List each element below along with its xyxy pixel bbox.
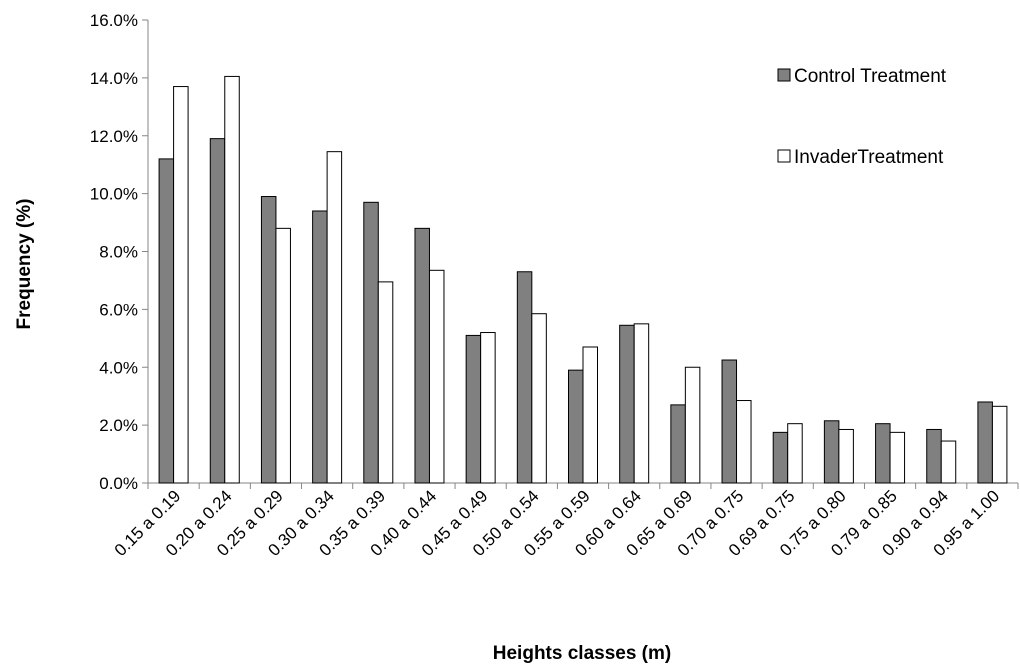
y-tick-label: 12.0% (90, 127, 138, 146)
bar-control (260, 196, 277, 484)
bar-invader (787, 423, 803, 484)
y-tick-label: 16.0% (90, 11, 138, 30)
y-axis: 0.0% 2.0% 4.0% 6.0% 8.0% 10.0% 12.0% 14.0% 16.0% (90, 11, 149, 493)
bar-invader (889, 431, 906, 484)
y-tick-label: 4.0% (99, 358, 138, 377)
bar-invader (582, 346, 598, 484)
legend-label: Control Treatment (794, 66, 947, 87)
bar-control (414, 227, 430, 484)
bar-control (158, 158, 175, 484)
bar-invader (275, 227, 291, 484)
y-tick-label: 14.0% (90, 69, 138, 88)
x-axis: 0.15 a 0.190.20 a 0.240.25 a 0.290.30 a … (111, 482, 1019, 560)
y-tick-label: 0.0% (99, 474, 138, 493)
bar-invader (326, 151, 343, 484)
bar-control (875, 423, 891, 484)
bar-invader (736, 400, 752, 484)
bar-control (619, 324, 635, 484)
y-tick-label: 2.0% (99, 416, 138, 435)
bar-invader (480, 332, 496, 484)
bar-control (772, 431, 789, 484)
bar-control (977, 401, 993, 484)
bar-invader (684, 366, 701, 484)
bar-invader (224, 75, 240, 484)
bar-control (823, 420, 840, 484)
bar-control (721, 359, 738, 484)
bar-control (312, 210, 328, 484)
legend-swatch (777, 149, 791, 163)
bar-control (363, 201, 379, 484)
bar-control (926, 428, 942, 484)
y-axis-title: Frequency (%) (14, 199, 35, 330)
bars (158, 75, 1008, 484)
bar-invader (991, 405, 1008, 484)
bar-control (465, 334, 482, 484)
y-tick-label: 6.0% (99, 300, 138, 319)
legend-label: InvaderTreatment (794, 147, 944, 168)
bar-invader (940, 440, 957, 484)
bar-control (568, 369, 584, 484)
bar-invader (531, 313, 547, 484)
bar-invader (838, 428, 854, 484)
bar-control (516, 271, 533, 484)
y-tick-label: 10.0% (90, 185, 138, 204)
bar-invader (173, 86, 189, 484)
y-tick-label: 8.0% (99, 243, 138, 262)
bar-invader (633, 323, 650, 484)
bar-invader (428, 269, 445, 484)
legend: Control Treatment InvaderTreatment (777, 66, 947, 168)
bar-control (209, 138, 226, 484)
bar-control (670, 404, 686, 484)
x-axis-title: Heights classes (m) (493, 643, 671, 664)
legend-swatch (777, 68, 791, 82)
bar-invader (377, 281, 394, 484)
